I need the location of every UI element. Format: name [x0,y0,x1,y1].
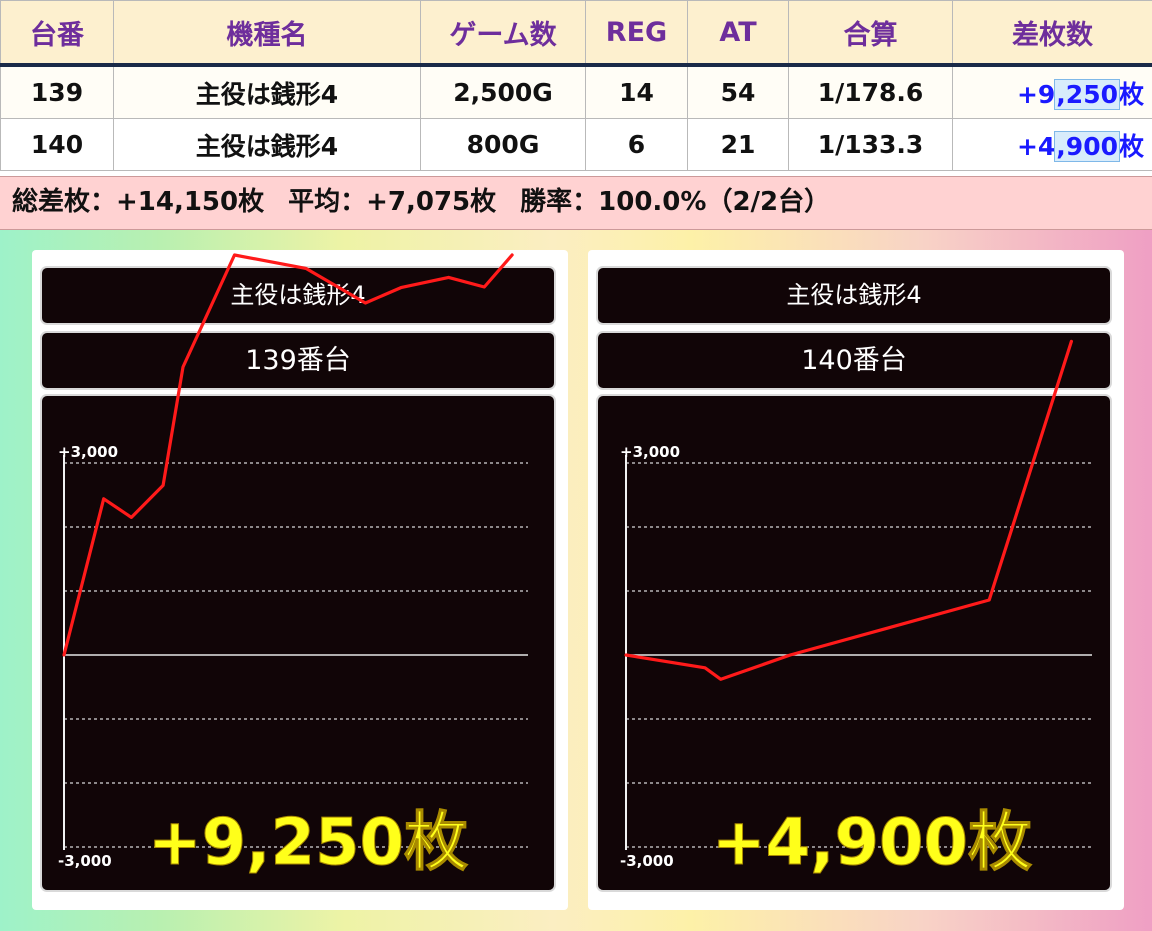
column-header-diff[interactable]: 差枚数 [952,0,1152,67]
column-header-reg[interactable]: REG [585,0,688,67]
y-tick-label-top: +3,000 [620,443,680,461]
result-label: +9,250枚 [148,806,468,880]
column-header-machine[interactable]: 機種名 [113,0,421,67]
cell-diff-sign: +4 [1016,131,1056,161]
chart-panel-140: 主役は銭形4 140番台 [588,250,1124,910]
table-row: 140 主役は銭形4 800G 6 21 1/133.3 +4,900枚 [0,118,1152,171]
cell-unit: 139 [0,64,114,119]
cell-reg: 14 [585,64,688,119]
y-tick-label-bottom: -3,000 [620,852,674,870]
cell-unit: 140 [0,118,114,171]
chart-panel-139: 主役は銭形4 139番台 [32,250,568,910]
cell-diff-selected-text: ,900 [1056,131,1118,161]
summary-total: 総差枚：+14,150枚 [12,187,265,217]
cell-diff-selection[interactable]: ,900 [1054,130,1120,162]
column-header-unit[interactable]: 台番 [0,0,114,67]
cell-machine: 主役は銭形4 [113,64,421,119]
chart-subtitle: 139番台 [42,333,554,388]
chart-title: 主役は銭形4 [598,268,1110,323]
cell-diff-selected-text: ,250 [1056,79,1118,109]
series-line [62,253,514,657]
cell-at: 21 [687,118,789,171]
y-tick-label-bottom: -3,000 [58,852,112,870]
chart-subtitle: 140番台 [598,333,1110,388]
summary-average: 平均：+7,075枚 [288,187,497,217]
cell-games: 2,500G [420,64,586,119]
chart-plot-area [598,396,1110,890]
cell-reg: 6 [585,118,688,171]
cell-at: 54 [687,64,789,119]
series-line [624,339,1074,681]
cell-diff-selection[interactable]: ,250 [1054,78,1120,110]
summary-bar: 総差枚：+14,150枚 平均：+7,075枚 勝率：100.0%（2/2台） [0,176,1152,230]
chart-title: 主役は銭形4 [42,268,554,323]
column-header-games[interactable]: ゲーム数 [420,0,586,67]
cell-diff-sign: +9 [1016,79,1056,109]
chart-plot-area [42,396,554,890]
cell-diff-unit: 枚 [1118,79,1144,109]
result-label: +4,900枚 [712,806,1032,880]
cell-machine: 主役は銭形4 [113,118,421,171]
y-tick-label-top: +3,000 [58,443,118,461]
table-header-row: 台番 機種名 ゲーム数 REG AT 合算 差枚数 [0,0,1152,67]
cell-combined: 1/178.6 [788,64,953,119]
cell-diff[interactable]: +4,900枚 [952,118,1152,171]
cell-combined: 1/133.3 [788,118,953,171]
summary-winrate: 勝率：100.0%（2/2台） [520,187,831,217]
column-header-combined[interactable]: 合算 [788,0,953,67]
cell-diff-unit: 枚 [1118,131,1144,161]
